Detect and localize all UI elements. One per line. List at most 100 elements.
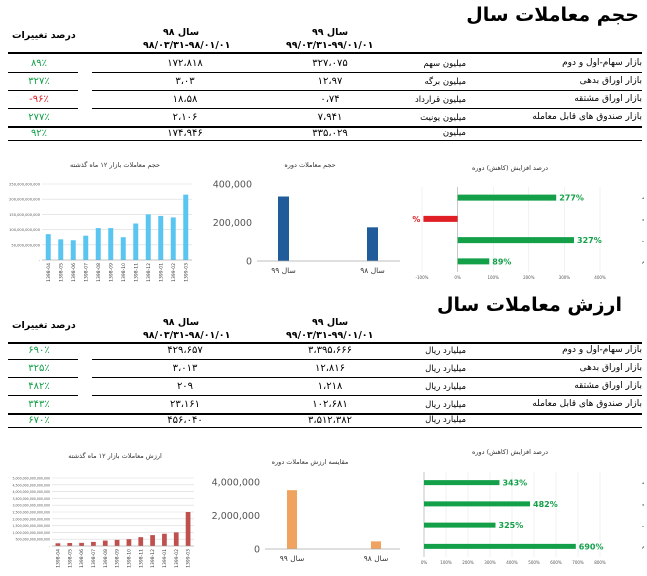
vol-chart2-title: حجم معاملات دوره [260,161,360,169]
vol-chart2-xtick-label: سال ۹۹ [271,266,295,275]
val-chart1-xtick-label: 1398-07 [91,549,97,568]
vol-chart2-bar [278,197,289,261]
val-chart1-xtick-label: 1398-11 [138,549,144,568]
vol-chart3-category-label: بازار سهام-اول و دوم [642,259,644,264]
value-row-label: بازار صندوق های قابل معامله [532,399,642,409]
value-total-unit: میلیارد ریال [425,415,466,425]
value-row-y98: ۲۳،۱۶۱ [140,399,230,410]
volume-row-y99: ۳۲۷،۰۷۵ [285,58,375,69]
volume-row-y99: ۰،۷۴ [285,94,375,105]
val-chart2-ytick-label: 2,000,000 [212,511,260,522]
val-chart3-bar [424,480,499,485]
volume-row-change: ۲۷۷٪ [14,112,64,123]
value-row-change: ۳۲۵٪ [14,363,64,374]
value-row-y99: ۳،۳۹۵،۶۶۶ [285,345,375,356]
val-chart1-ytick-label: 3,500,000,000,000,000 [12,497,50,501]
value-row-label: بازار سهام-اول و دوم [562,345,642,355]
vol-chart1-xtick-label: 1399-01 [158,263,164,282]
volume-bottom-line [8,140,642,141]
value-row-unit: میلیارد ریال [425,346,466,356]
val-chart1-bar [127,539,132,546]
vol-chart1-bar [46,234,51,260]
val-chart1-bar [150,535,155,546]
val-chart3-xtick-label: 100% [440,560,452,565]
vol-chart1-xtick-label: 1398-04 [46,263,52,282]
volume-row-change: ۳۲۷٪ [14,76,64,87]
val-chart1-ytick-label: 500,000,000,000,000 [16,538,50,542]
val-chart2-ytick-label: 0 [254,545,260,556]
val-chart1-xtick-label: 1399-01 [162,549,168,568]
vol-chart1-bar [58,239,63,260]
vol-chart1-xtick-label: 1399-03 [183,263,189,282]
vol-chart2-xtick-label: سال ۹۸ [360,266,384,275]
val-chart2-title: مقایسه ارزش معاملات دوره [255,458,365,466]
vol-chart3-bar [458,258,490,264]
vol-chart3-data-label: -96% [412,215,420,224]
val-chart1-xtick-label: 1399-02 [174,549,180,568]
volume-header-line [8,52,642,54]
val-chart3-bar [424,544,576,549]
val-chart2-xtick-label: سال ۹۹ [280,554,304,563]
value-row-label: بازار اوراق بدهی [580,363,642,373]
volume-total-y99: ۳۳۵،۰۲۹ [285,128,375,139]
val-chart1-ytick-label: 1,000,000,000,000,000 [12,531,50,535]
val-chart1-xtick-label: 1398-04 [55,549,61,568]
val-chart2-bar [371,541,381,549]
volume-row-change: -۹۶٪ [14,94,64,105]
val-chart1-bar [162,534,167,546]
vol-chart1-ytick-label: 150,000,000,000 [9,213,41,217]
val-chart3-category-label: بازار اوراق مشتقه [642,501,644,506]
volume-row-label: بازار صندوق های قابل معامله [532,112,642,122]
value-row-y98: ۴۲۹،۶۵۷ [140,345,230,356]
value-header-y99-range: ۹۹/۰۳/۳۱-۹۹/۰۱/۰۱ [286,330,373,341]
value-row-divider [8,395,78,396]
volume-row-unit: میلیون قرارداد [415,95,466,105]
vol-chart1-bar [83,236,88,260]
volume-title: حجم معاملات سال [466,4,639,26]
val-chart2-ytick-label: 4,000,000 [212,478,260,489]
vol-chart3-xtick-label: 100% [487,275,499,280]
val-chart1-ytick-label: 2,000,000,000,000,000 [12,517,50,521]
vol-chart1-xtick-label: 1398-06 [71,263,77,282]
volume-row-divider [92,108,642,109]
val-chart3-xtick-label: 700% [572,560,584,565]
value-row-y98: ۳،۰۱۳ [140,363,230,374]
vol-chart3-xtick-label: -100% [416,275,429,280]
volume-row-unit: میلیون برگه [425,77,467,87]
value-total-y98: ۴۵۶،۰۴۰ [140,415,230,426]
val-chart3-xtick-label: 500% [528,560,540,565]
vol-chart1-xtick-label: 1398-07 [83,263,89,282]
value-total-y99: ۳،۵۱۲،۳۸۲ [285,415,375,426]
value-row-divider [92,395,642,396]
val-chart3-bar [424,501,530,506]
val-chart3-bar [424,523,496,528]
vol-chart1-ytick-label: 250,000,000,000 [9,183,41,187]
volume-header-change: درصد تغییرات [12,30,76,41]
value-row-divider [8,359,78,360]
value-row-unit: میلیارد ریال [425,400,466,410]
value-row-unit: میلیارد ریال [425,364,466,374]
vol-period-volume-chart: 0200,000400,000سال ۹۹ سال ۹۸ [205,172,405,284]
vol-chart1-ytick-label: 100,000,000,000 [9,228,41,232]
val-chart3-category-label: بازار صندوق های قابل معامله [642,480,644,485]
vol-chart3-category-label: بازار صندوق های قابل معامله [642,195,644,200]
val-chart1-bar [67,543,72,546]
vol-chart3-bar [423,216,457,222]
vol-chart1-bar [71,240,76,260]
value-header-y99: سال ۹۹ [312,317,348,328]
vol-chart3-data-label: 277% [559,194,584,203]
val-chart1-bar [56,543,61,546]
value-row-unit: میلیارد ریال [425,382,466,392]
val-chart3-data-label: 690% [579,542,604,551]
vol-chart2-ytick-label: 200,000 [213,218,252,229]
vol-chart3-xtick-label: 0% [454,275,461,280]
val-chart1-bar [174,532,179,546]
vol-chart3-xtick-label: 200% [523,275,535,280]
vol-monthly-volume-chart: -50,000,000,000100,000,000,000150,000,00… [4,170,194,290]
value-row-divider [92,377,642,378]
volume-total-unit: میلیون [443,128,466,138]
vol-chart1-bar [121,237,126,260]
val-chart2-xtick-label: سال ۹۸ [364,554,388,563]
vol-chart1-xtick-label: 1398-05 [58,263,64,282]
vol-chart1-bar [133,224,138,260]
